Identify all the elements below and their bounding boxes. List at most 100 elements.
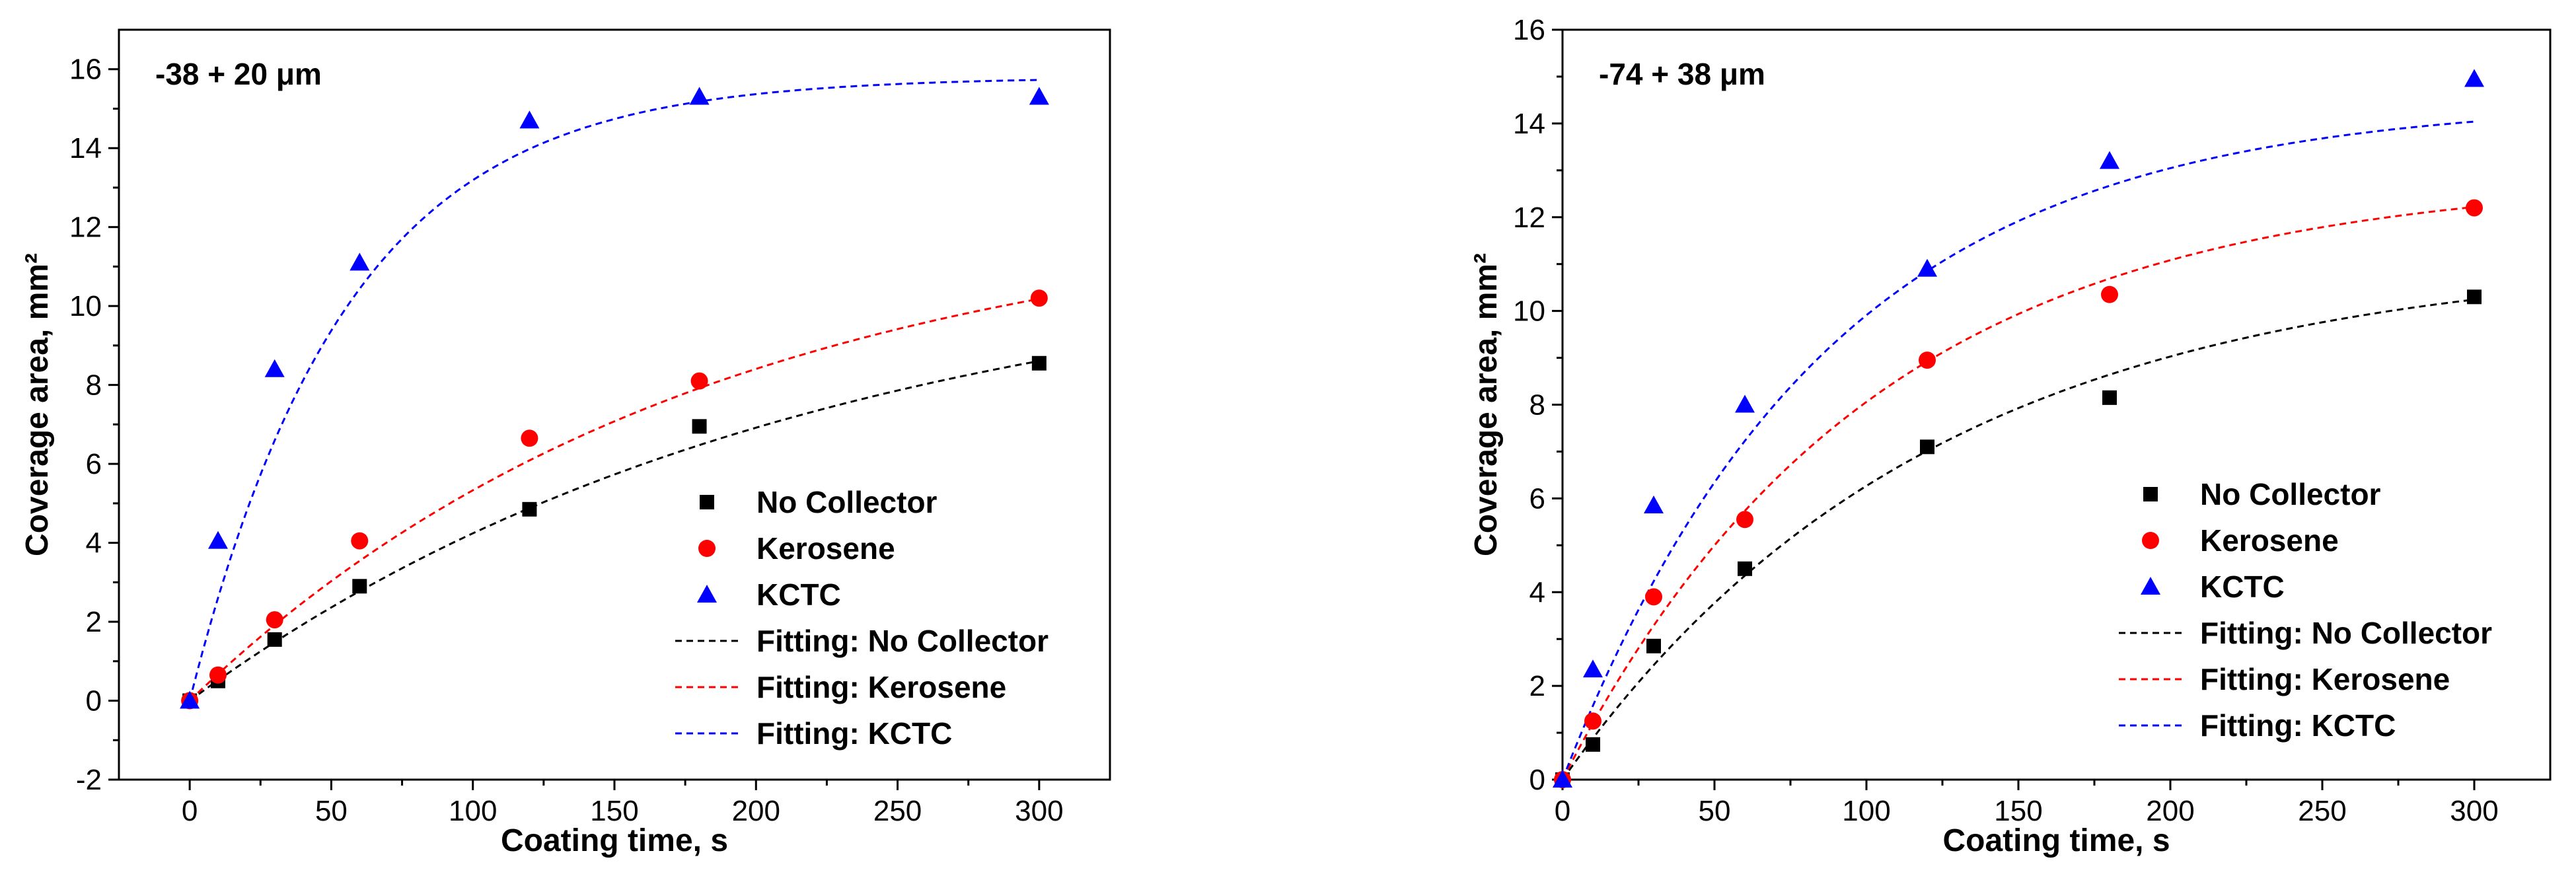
y-tick-label: 2 [86,606,102,638]
y-tick-label: 6 [1529,482,1545,515]
y-tick-label: 4 [1529,576,1545,609]
legend: No Collector Kerosene KCTC Fitting: No Coll… [2119,477,2492,743]
data-point-square [2467,289,2482,305]
legend-marker-circle [2142,532,2159,549]
y-tick-label: 16 [1513,14,1545,46]
data-point-circle [351,532,369,550]
fit-curve-3 [1561,120,2475,780]
y-tick-label: 0 [1529,764,1545,796]
y-axis-title: Coverage area, mm² [20,253,55,556]
data-point-square [1586,737,1600,752]
x-tick-label: 300 [2450,795,2498,827]
data-point-triangle [1735,394,1755,413]
plot-frame [118,28,1111,781]
data-point-triangle [519,110,540,129]
data-point-circle [266,611,283,629]
data-point-circle [2101,285,2118,303]
chart-panel-2: 0 50 100 150 200 250 300 0 2 4 6 8 10 12 14 16 Coating t… [1469,14,2552,858]
data-point-square [2102,390,2117,405]
y-tick-label: 8 [1529,389,1545,422]
y-tick-label: 4 [86,527,102,560]
legend-label: Kerosene [756,531,895,566]
legend-label: KCTC [756,577,841,612]
x-tick-label: 100 [1842,795,1890,827]
data-point-triangle [1583,659,1603,678]
y-tick-label: 10 [1513,295,1545,328]
x-tick-label: 0 [1555,795,1570,827]
data-point-square [692,419,707,434]
data-point-triangle [2464,69,2484,87]
y-tick-label: 12 [1513,202,1545,234]
legend-label: KCTC [2200,570,2285,604]
x-tick-label: 200 [2146,795,2194,827]
fit-curve-2 [189,297,1040,702]
data-point-triangle [1029,87,1049,105]
y-tick-label: 0 [86,685,102,718]
x-tick-label: 150 [590,795,638,827]
legend-label: Fitting: Kerosene [756,670,1006,704]
data-point-triangle [264,359,285,377]
data-point-triangle [1644,496,1664,514]
panel-label: -74 + 38 μm [1599,57,1765,91]
legend-label: Kerosene [2200,523,2339,558]
data-point-square [1738,561,1752,576]
x-tick-label: 250 [873,795,922,827]
x-tick-label: 100 [449,795,497,827]
data-point-circle [1736,511,1753,529]
y-tick-label: 10 [69,290,102,322]
legend-label: Fitting: Kerosene [2200,662,2450,696]
fit-curve-2 [1561,205,2475,780]
x-tick-label: 50 [315,795,348,827]
legend-marker-square [2143,487,2158,501]
data-point-circle [209,666,227,684]
data-point-circle [1584,712,1601,730]
y-tick-label: 6 [86,448,102,480]
legend-marker-square [700,495,714,509]
x-tick-label: 0 [182,795,198,827]
y-axis-title: Coverage area, mm² [1469,253,1504,556]
legend-label: No Collector [756,485,938,519]
data-point-square [1646,638,1661,653]
y-tick-label: 12 [69,211,102,244]
data-point-circle [1919,351,1936,369]
data-point-square [522,501,537,517]
legend-label: Fitting: No Collector [756,624,1049,658]
data-point-circle [521,429,538,447]
legend: No Collector Kerosene KCTC Fitting: No Coll… [675,485,1049,751]
x-axis-title: Coating time, s [1942,823,2170,858]
legend-label: Fitting: No Collector [2200,616,2492,650]
fit-curve-1 [189,359,1040,702]
legend-marker-triangle [697,585,717,603]
x-axis-title: Coating time, s [501,823,728,858]
fit-curve-1 [1561,298,2475,780]
data-point-circle [2466,199,2483,217]
data-point-square [267,632,282,647]
data-point-triangle [689,87,710,105]
x-tick-label: 200 [732,795,780,827]
x-tick-label: 150 [1994,795,2042,827]
legend-label: Fitting: KCTC [2200,708,2396,743]
data-point-square [1920,439,1934,455]
y-tick-label: -2 [76,764,102,796]
data-point-square [352,579,367,594]
data-point-triangle [1917,258,1937,277]
data-point-square [1031,355,1047,371]
y-tick-label: 8 [86,369,102,402]
data-point-triangle [208,531,228,549]
panel-label: -38 + 20 μm [155,57,322,91]
y-tick-label: 2 [1529,670,1545,702]
data-point-triangle [1553,770,1572,788]
x-tick-label: 50 [1699,795,1731,827]
data-point-triangle [350,252,370,271]
fit-curve-3 [188,79,1039,701]
legend-marker-triangle [2141,577,2160,595]
legend-marker-circle [698,540,716,557]
data-point-triangle [180,690,200,709]
x-tick-label: 250 [2298,795,2346,827]
data-point-circle [1030,289,1048,307]
y-tick-label: 14 [69,132,102,165]
x-tick-label: 300 [1015,795,1063,827]
y-tick-label: 16 [69,54,102,86]
y-tick-label: 14 [1513,108,1545,140]
